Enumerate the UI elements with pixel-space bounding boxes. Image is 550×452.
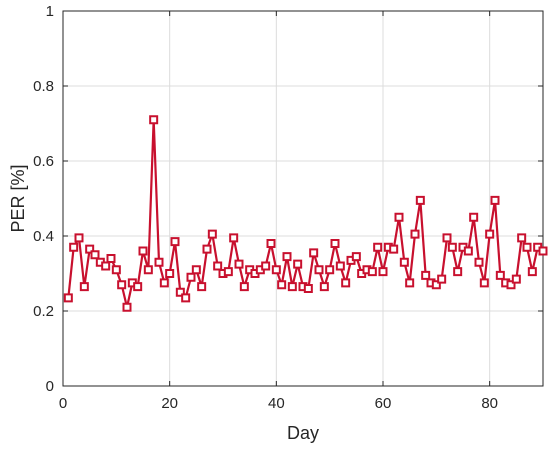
y-tick-label: 0.2 xyxy=(33,303,54,320)
data-point-marker xyxy=(138,246,148,256)
data-point-marker xyxy=(410,229,420,239)
data-point-marker xyxy=(170,237,180,247)
x-axis-label: Day xyxy=(287,423,319,443)
data-point-marker xyxy=(261,261,271,271)
data-point-marker xyxy=(405,278,415,288)
data-point-marker xyxy=(394,212,404,222)
data-point-marker xyxy=(117,280,127,290)
data-point-marker xyxy=(207,229,217,239)
data-point-marker xyxy=(239,282,249,292)
data-point-marker xyxy=(282,252,292,262)
data-point-marker xyxy=(421,270,431,280)
x-tick-label: 60 xyxy=(375,395,392,412)
data-point-marker xyxy=(485,229,495,239)
data-point-marker xyxy=(266,239,276,248)
data-point-marker xyxy=(234,259,244,269)
y-tick-label: 1 xyxy=(46,3,54,20)
data-point-marker xyxy=(453,267,463,277)
data-point-marker xyxy=(69,242,79,252)
data-point-marker xyxy=(159,278,169,288)
data-point-marker xyxy=(63,293,73,303)
data-point-marker xyxy=(90,250,100,260)
data-point-marker xyxy=(490,195,500,205)
data-point-marker xyxy=(378,267,388,277)
data-point-marker xyxy=(149,115,159,125)
data-point-marker xyxy=(223,267,233,277)
data-point-marker xyxy=(469,212,479,222)
data-point-marker xyxy=(415,195,425,205)
x-tick-label: 40 xyxy=(268,395,285,412)
data-point-marker xyxy=(202,244,212,254)
data-point-marker xyxy=(373,242,383,252)
data-point-marker xyxy=(506,280,516,290)
x-tick-label: 20 xyxy=(161,395,178,412)
data-point-marker xyxy=(325,265,335,275)
data-point-marker xyxy=(277,280,287,290)
y-tick-label: 0.8 xyxy=(33,78,54,95)
data-point-marker xyxy=(181,293,191,303)
data-point-marker xyxy=(431,280,441,290)
axes: 0 20 40 60 80 0 0.2 0.4 0.6 0.8 1 xyxy=(33,3,544,412)
gridlines xyxy=(62,10,543,387)
data-point-marker xyxy=(330,239,340,248)
data-point-marker xyxy=(314,265,324,275)
data-point-marker xyxy=(399,257,409,267)
data-point-marker xyxy=(389,244,399,254)
data-point-marker xyxy=(287,282,297,292)
data-point-marker xyxy=(335,261,345,271)
data-point-marker xyxy=(186,272,196,282)
data-point-marker xyxy=(122,302,132,312)
data-point-marker xyxy=(191,265,201,275)
axis-labels: Day PER [%] xyxy=(8,164,319,443)
series-per xyxy=(63,115,548,312)
data-point-marker xyxy=(447,242,457,252)
data-point-marker xyxy=(442,233,452,243)
data-point-marker xyxy=(351,252,361,262)
data-point-marker xyxy=(293,259,303,269)
data-point-marker xyxy=(106,254,116,263)
data-point-marker xyxy=(474,257,484,267)
x-tick-label: 0 xyxy=(59,395,67,412)
data-point-marker xyxy=(133,282,143,292)
data-point-marker xyxy=(511,274,521,284)
data-point-marker xyxy=(85,244,95,254)
data-point-marker xyxy=(538,246,548,256)
data-point-marker xyxy=(271,265,281,275)
data-point-marker xyxy=(495,270,505,280)
y-tick-label: 0.4 xyxy=(33,228,54,245)
plot-frame xyxy=(62,10,544,387)
y-axis-label: PER [%] xyxy=(8,164,28,232)
data-point-marker xyxy=(303,284,313,293)
data-point-marker xyxy=(165,269,175,278)
x-tick-label: 80 xyxy=(481,395,498,412)
data-point-marker xyxy=(463,246,473,256)
data-point-marker xyxy=(111,265,121,275)
data-point-marker xyxy=(101,261,111,271)
y-tick-label: 0 xyxy=(46,378,54,395)
data-point-marker xyxy=(197,282,207,292)
data-point-marker xyxy=(517,233,527,243)
data-point-marker xyxy=(229,233,239,243)
data-point-marker xyxy=(527,267,537,277)
data-point-marker xyxy=(175,287,185,297)
data-point-marker xyxy=(309,248,319,258)
data-point-marker xyxy=(213,261,223,271)
data-point-marker xyxy=(367,267,377,277)
data-point-marker xyxy=(74,233,84,243)
data-point-marker xyxy=(341,278,351,288)
y-tick-label: 0.6 xyxy=(33,153,54,170)
data-point-marker xyxy=(79,282,89,292)
data-point-marker xyxy=(319,282,329,292)
data-point-marker xyxy=(479,278,489,288)
data-point-marker xyxy=(154,257,164,267)
data-point-marker xyxy=(437,274,447,284)
data-point-marker xyxy=(522,242,532,252)
data-point-marker xyxy=(143,265,153,275)
